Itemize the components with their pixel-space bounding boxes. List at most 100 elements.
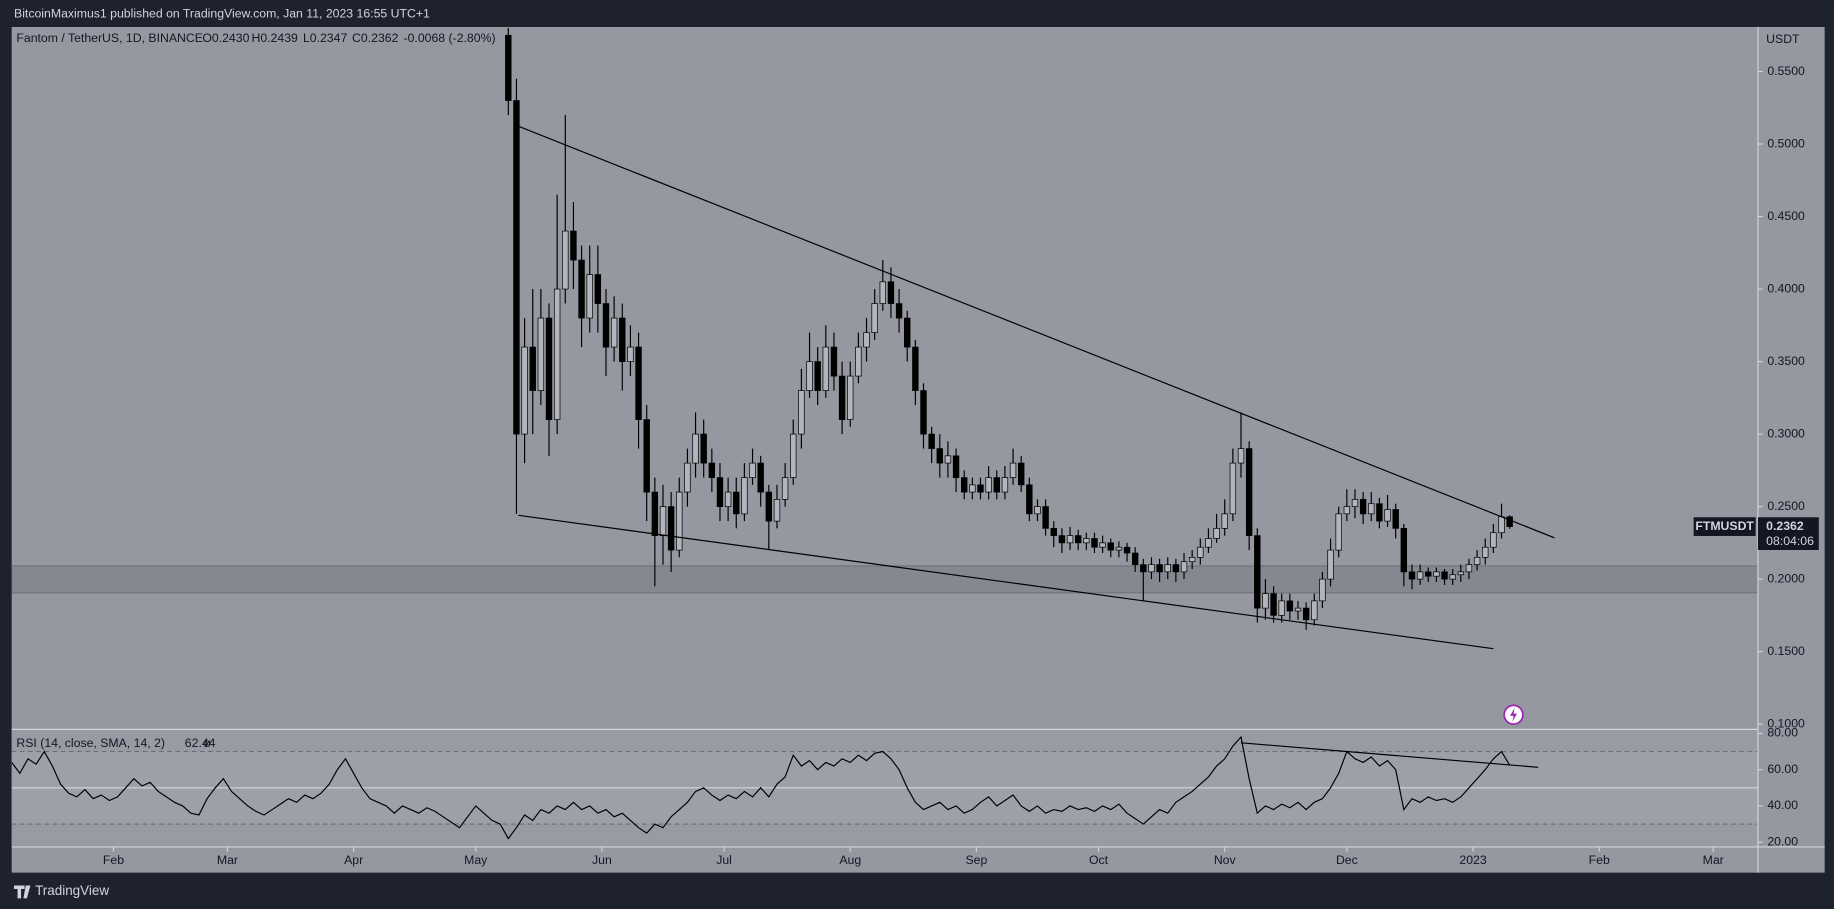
candle-body <box>1433 571 1440 577</box>
x-tick-label: 2023 <box>1459 853 1486 867</box>
candle-body <box>1465 564 1473 573</box>
candle-body <box>651 491 659 536</box>
candle-body <box>977 484 984 493</box>
x-tick-label: Sep <box>966 853 988 867</box>
publisher: BitcoinMaximus1 published on TradingView… <box>14 6 430 20</box>
candle-body <box>1213 528 1220 539</box>
candle-body <box>1156 564 1163 573</box>
candle-body <box>1302 607 1310 621</box>
candle-body <box>1172 564 1180 573</box>
candle-body <box>586 274 593 319</box>
candle-body <box>928 433 935 449</box>
candle-body <box>643 419 650 493</box>
y-tick-label: 0.1000 <box>1767 716 1805 730</box>
rsi-title: RSI (14, close, SMA, 14, 2) <box>16 736 165 750</box>
x-tick-label: May <box>464 853 488 867</box>
candle-body <box>578 259 585 319</box>
y-tick-label: 0.2500 <box>1767 499 1805 513</box>
candle-body <box>1425 571 1432 577</box>
candle-body <box>1319 578 1326 602</box>
candle-body <box>545 317 553 420</box>
candle-body <box>1115 546 1123 551</box>
x-tick-label: Feb <box>1589 853 1610 867</box>
x-tick-label: Apr <box>344 853 363 867</box>
candle-body <box>1490 532 1497 548</box>
y-tick-label: 0.3500 <box>1767 354 1805 368</box>
symbol-title: Fantom / TetherUS, 1D, BINANCE <box>16 31 203 45</box>
candle-body <box>619 317 626 362</box>
candle-body <box>1091 538 1098 548</box>
last-price-box <box>1757 517 1819 551</box>
y-tick-label: 0.3000 <box>1767 426 1805 440</box>
last-price: 0.2362 <box>1766 519 1804 533</box>
candle-body <box>1384 509 1391 522</box>
y-tick-label: 80.00 <box>1767 726 1798 740</box>
candle-body <box>1131 552 1139 565</box>
candle-body <box>1270 593 1277 616</box>
candle-body <box>1359 498 1367 515</box>
candle-body <box>773 498 781 522</box>
candle-body <box>1058 535 1066 544</box>
candle-body <box>822 346 830 391</box>
candle-body <box>1441 571 1448 580</box>
candle-body <box>1026 484 1033 515</box>
candle-body <box>1123 546 1131 554</box>
candle-body <box>570 230 577 261</box>
x-tick-label: Aug <box>839 853 861 867</box>
candle-body <box>1042 506 1049 529</box>
candle-body <box>1099 542 1106 548</box>
y-tick-label: 0.4500 <box>1767 209 1805 223</box>
candle-body <box>1343 506 1351 515</box>
candle-body <box>684 462 691 493</box>
y-tick-label: 0.5500 <box>1767 64 1805 78</box>
candle-body <box>1400 528 1408 573</box>
event-icon-bolt <box>1510 707 1518 722</box>
candle-body <box>1001 477 1009 493</box>
y-tick-label: 0.5000 <box>1767 136 1805 150</box>
candle-body <box>602 303 610 348</box>
candle-body <box>1294 607 1302 612</box>
candle-body <box>895 303 903 319</box>
candle-body <box>635 346 642 420</box>
candle-body <box>1254 535 1261 609</box>
candle-body <box>1034 506 1041 515</box>
ohlc-high: H0.2439 <box>251 31 298 45</box>
candle-body <box>521 346 528 435</box>
candle-body <box>806 361 813 391</box>
candle-body <box>757 462 764 493</box>
candle-body <box>1074 535 1082 544</box>
candle-body <box>1050 528 1057 536</box>
candle-body <box>1416 571 1424 580</box>
support-zone <box>11 565 1758 594</box>
candle-body <box>1066 535 1074 544</box>
candle-body <box>1278 600 1285 616</box>
candle-body <box>814 361 821 391</box>
rsi-icon: ø <box>204 736 212 750</box>
candle-body <box>1482 546 1489 558</box>
candle-body <box>537 317 545 391</box>
candle-body <box>879 281 886 304</box>
candle-body <box>1449 574 1456 580</box>
candle-body <box>513 100 520 435</box>
candle-body <box>676 491 683 551</box>
candle-body <box>733 491 740 515</box>
y-tick-label: 60.00 <box>1767 762 1798 776</box>
rsi-plot <box>11 735 1758 840</box>
candle-body <box>667 506 675 551</box>
candle-body <box>1221 513 1228 529</box>
candle-body <box>1245 448 1253 536</box>
candle-body <box>1164 564 1171 573</box>
ohlc-open: O0.2430 <box>202 31 249 45</box>
x-tick-label: Feb <box>103 853 124 867</box>
x-tick-label: Jul <box>716 853 732 867</box>
candle-body <box>659 506 667 536</box>
candle-body <box>553 288 561 420</box>
candle-body <box>749 462 756 478</box>
candle-body <box>863 332 870 348</box>
rsi-value: 62.44 <box>185 736 216 750</box>
candle-body <box>1498 516 1505 534</box>
x-tick-label: Oct <box>1089 853 1109 867</box>
y-tick-label: 0.1500 <box>1767 644 1805 658</box>
candle-body <box>969 484 976 493</box>
